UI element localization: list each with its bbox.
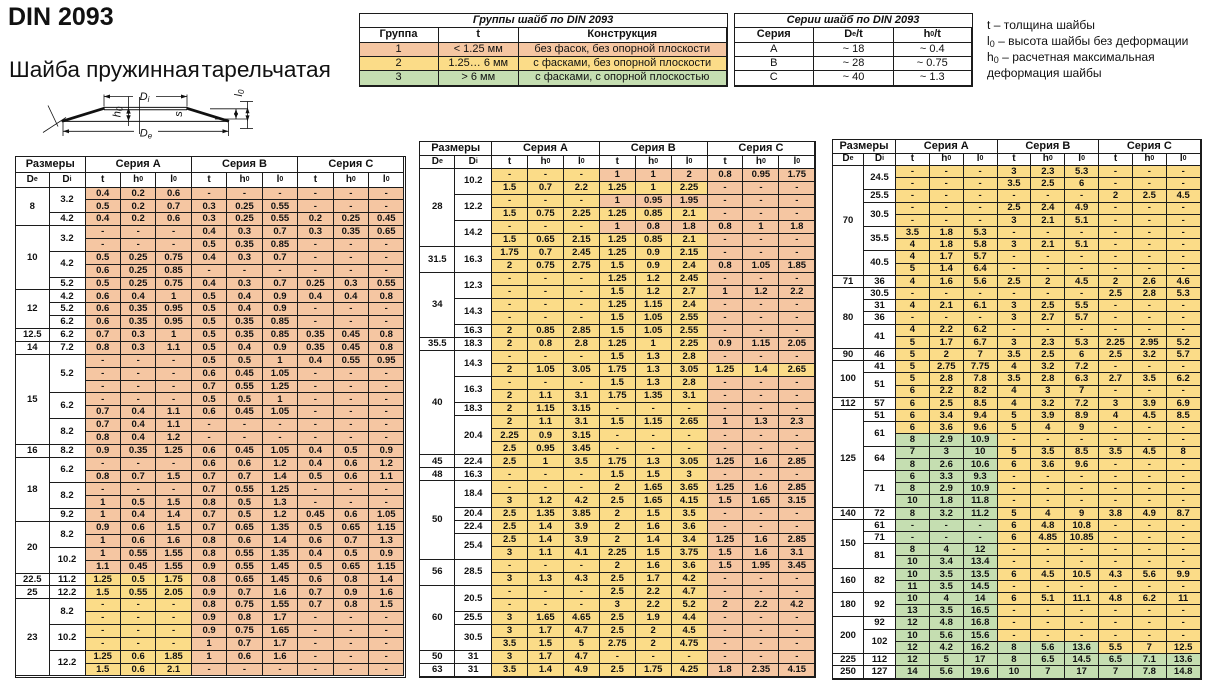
svg-text:De: De	[140, 128, 153, 141]
svg-text:l0: l0	[233, 89, 246, 96]
svg-text:h0: h0	[112, 106, 125, 117]
svg-text:s: s	[173, 111, 185, 117]
svg-text:Di: Di	[140, 91, 150, 104]
